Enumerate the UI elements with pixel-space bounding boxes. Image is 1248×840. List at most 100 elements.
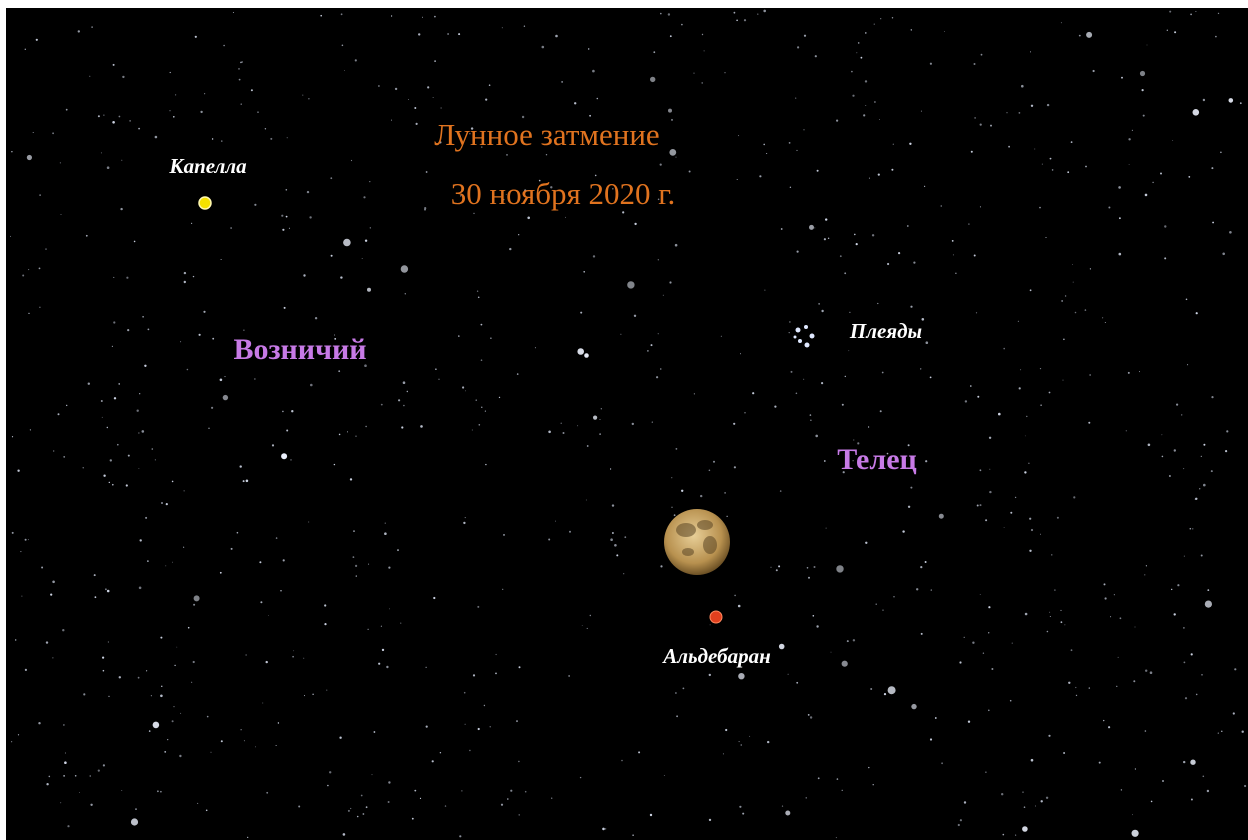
star [845,376,846,377]
star [27,155,32,160]
star [1022,792,1023,793]
star [1220,152,1222,154]
star [39,307,40,308]
star [1132,814,1133,815]
star [220,572,222,574]
star [416,123,418,125]
star [103,475,105,477]
star [286,189,288,191]
star [577,425,578,426]
star [510,790,512,792]
star [568,675,569,676]
star [193,604,195,606]
star [339,737,341,739]
star [1104,583,1106,585]
star [1135,627,1136,628]
star [865,80,867,82]
star [821,310,823,312]
star [472,430,473,431]
star [519,814,520,815]
star [61,214,62,215]
star [856,243,858,245]
star [1172,140,1173,141]
star [1075,687,1076,688]
star [499,397,500,398]
star [1196,694,1198,696]
star [28,539,29,540]
star [304,695,305,696]
star [384,532,387,535]
star [548,539,550,541]
star [555,521,556,522]
star [83,467,84,468]
star [1003,834,1005,836]
star [1203,444,1205,446]
star [1142,89,1144,91]
star [675,692,677,694]
star [668,13,670,15]
star [142,430,145,433]
star [921,633,923,635]
star [709,819,711,821]
star [397,549,399,551]
star [980,469,982,471]
star [139,587,142,590]
star [913,262,915,264]
star [246,654,247,655]
star [1088,422,1090,424]
star [91,26,93,28]
star [221,140,222,141]
star [658,259,659,260]
star [465,724,466,725]
star [836,120,838,122]
star [852,95,854,97]
star [1212,222,1214,224]
star [266,792,268,794]
star [597,98,599,100]
star [796,682,798,684]
star [98,115,100,117]
star [1020,369,1021,370]
star [121,790,122,791]
star [1118,657,1119,658]
star [135,808,137,810]
star [108,696,109,697]
star [152,448,154,450]
star [1234,668,1236,670]
star [191,682,192,683]
star [146,670,147,671]
star [107,427,108,428]
star [172,720,174,722]
star [98,770,100,772]
star [870,688,872,690]
star [211,752,212,753]
star [241,104,242,105]
star [255,747,256,748]
star [709,470,711,472]
star [891,169,893,171]
star [980,206,981,207]
star [374,731,376,733]
star [231,548,233,550]
star [10,236,11,237]
star [816,625,818,627]
star [612,532,614,534]
star [842,404,844,406]
star [401,265,408,272]
star [998,413,1001,416]
star [1188,176,1190,178]
star [334,464,335,465]
star [246,480,249,483]
star [485,464,486,465]
star [774,406,776,408]
star [727,516,728,517]
star [341,13,343,15]
star [165,566,166,567]
star [63,456,65,458]
star [501,804,503,806]
star [580,777,581,778]
star [810,716,812,718]
star [737,179,738,180]
star [837,778,839,780]
star [329,771,331,773]
